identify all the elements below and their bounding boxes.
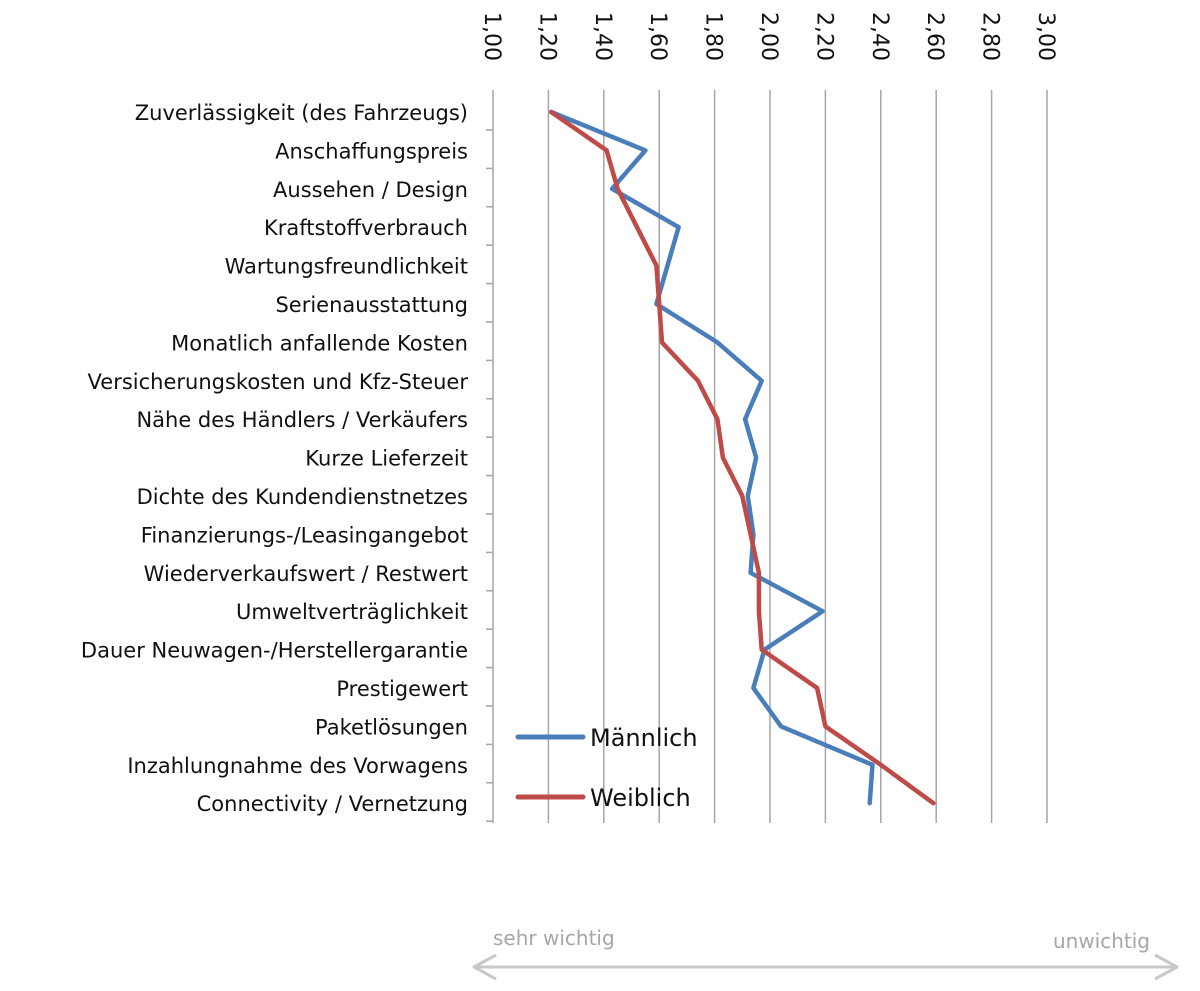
category-label: Wartungsfreundlichkeit xyxy=(225,255,468,279)
category-label: Zuverlässigkeit (des Fahrzeugs) xyxy=(135,101,468,125)
category-label: Connectivity / Vernetzung xyxy=(197,792,468,816)
scale-arrow-right-head xyxy=(1154,953,1179,981)
legend-label-maennlich: Männlich xyxy=(590,724,698,752)
category-label: Finanzierungs-/Leasingangebot xyxy=(141,523,468,547)
category-label: Dauer Neuwagen-/Herstellergarantie xyxy=(81,639,468,663)
category-label: Paketlösungen xyxy=(315,715,468,739)
legend-label-weiblich: Weiblich xyxy=(590,784,691,812)
category-label: Monatlich anfallende Kosten xyxy=(171,331,468,355)
value-tick-label: 2,80 xyxy=(978,12,1003,61)
value-tick-label: 2,60 xyxy=(922,12,947,61)
value-tick-label: 2,20 xyxy=(811,12,836,61)
category-label: Nähe des Händlers / Verkäufers xyxy=(136,408,468,432)
value-tick-label: 1,60 xyxy=(645,12,670,61)
category-label: Anschaffungspreis xyxy=(275,139,468,163)
category-label: Aussehen / Design xyxy=(273,178,468,202)
category-label: Umweltverträglichkeit xyxy=(236,600,468,624)
importance-scale: sehr wichtig unwichtig xyxy=(472,926,1179,981)
series-line-maennlich xyxy=(548,109,875,806)
category-label: Wiederverkaufswert / Restwert xyxy=(144,562,468,586)
series-line-weiblich xyxy=(548,109,936,806)
value-tick-label: 1,20 xyxy=(534,12,559,61)
category-label: Versicherungskosten und Kfz-Steuer xyxy=(88,370,469,394)
value-tick-label: 1,40 xyxy=(590,12,615,61)
series-lines xyxy=(548,109,936,806)
category-label: Kraftstoffverbrauch xyxy=(264,216,468,240)
category-label: Kurze Lieferzeit xyxy=(305,447,468,471)
value-tick-label: 2,40 xyxy=(867,12,892,61)
double-arrow-icon xyxy=(472,953,1179,981)
value-tick-label: 1,80 xyxy=(701,12,726,61)
scale-label-left: sehr wichtig xyxy=(493,926,615,950)
category-label: Inzahlungnahme des Vorwagens xyxy=(127,754,468,778)
value-tick-label: 1,00 xyxy=(479,12,504,61)
value-axis-tick-labels: 1,00 1,20 1,40 1,60 1,80 2,00 2,20 2,40 2,60 2,80… xyxy=(479,12,1058,61)
value-tick-label: 3,00 xyxy=(1033,12,1058,61)
scale-arrow-left-head xyxy=(472,953,497,981)
category-label: Prestigewert xyxy=(336,677,468,701)
grid-lines xyxy=(547,90,1048,823)
category-label: Dichte des Kundendienstnetzes xyxy=(137,485,468,509)
legend: Männlich Weiblich xyxy=(515,724,698,812)
value-tick-label: 2,00 xyxy=(756,12,781,61)
category-label: Serienausstattung xyxy=(275,293,468,317)
scale-label-right: unwichtig xyxy=(1053,929,1150,953)
category-labels: Zuverlässigkeit (des Fahrzeugs) Anschaffu… xyxy=(81,101,468,816)
category-axis xyxy=(486,90,494,823)
